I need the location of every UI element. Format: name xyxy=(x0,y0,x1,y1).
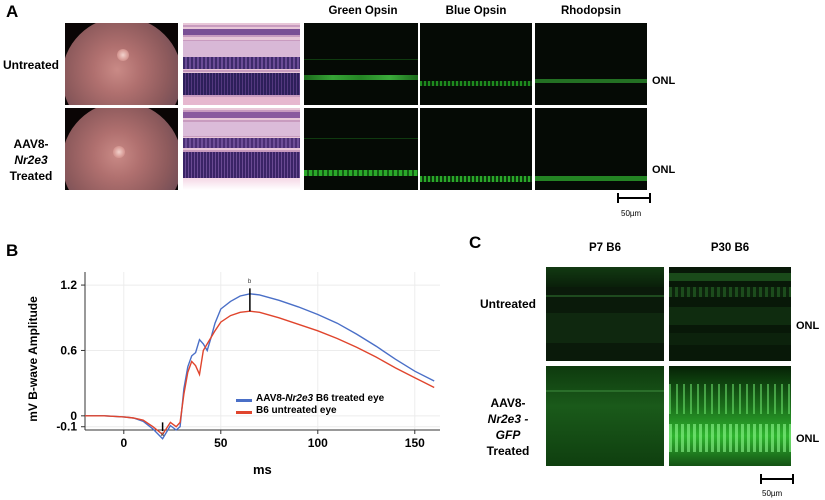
panel-a-scale-bar xyxy=(617,193,651,203)
panel-b-letter: B xyxy=(6,241,19,260)
panel-a-onl-label-untreated: ONL xyxy=(652,75,676,87)
series-line-treated xyxy=(85,293,435,440)
plot-area xyxy=(85,272,440,430)
p30-treated-image xyxy=(669,366,791,466)
panel-c-onl-label-treated: ONL xyxy=(796,433,820,445)
fundus-image-untreated xyxy=(65,23,178,105)
row-label-line: Nr2e3 - xyxy=(487,412,529,426)
row-label-line: Treated xyxy=(486,444,530,458)
p7-treated-image xyxy=(546,366,664,466)
panel-c-header-p7: P7 B6 xyxy=(589,242,621,254)
panel-a-letter: A xyxy=(6,2,19,21)
erg-chart: -0.100.61.20 50 100 150 ab xyxy=(56,272,440,450)
panel-a-header-rhodopsin: Rhodopsin xyxy=(560,5,622,17)
panel-a-onl-label-treated: ONL xyxy=(652,164,676,176)
row-label-line: Untreated xyxy=(479,297,536,311)
row-label-line: GFP xyxy=(495,428,521,442)
chart-y-axis-label: mV B-wave Amplitude xyxy=(26,296,40,422)
y-tick-label: -0.1 xyxy=(56,420,77,434)
a-wave-label: a xyxy=(161,432,165,438)
panel-a-header-green-opsin: Green Opsin xyxy=(328,5,398,17)
rhodopsin-untreated-image xyxy=(535,23,647,105)
y-tick-label: 1.2 xyxy=(60,278,77,292)
b-wave-label: b xyxy=(248,279,252,285)
green-opsin-untreated-image xyxy=(304,23,418,105)
x-tick-label: 0 xyxy=(120,436,127,450)
chart-axes xyxy=(84,272,440,431)
chart-grid xyxy=(85,272,440,430)
p7-untreated-image xyxy=(546,267,664,361)
row-label-line: AAV8- xyxy=(13,137,49,151)
panel-a-row-label-treated: AAV8- Nr2e3 Treated xyxy=(0,136,62,184)
panel-a-scale-label: 50µm xyxy=(621,209,642,218)
blue-opsin-untreated-image xyxy=(420,23,532,105)
x-tick-label: 50 xyxy=(214,436,228,450)
x-tick-label: 100 xyxy=(308,436,328,450)
chart-markers: ab xyxy=(161,279,252,438)
panel-c-scale-label: 50µm xyxy=(762,489,783,498)
legend-swatch-untreated xyxy=(236,411,252,414)
chart-series xyxy=(85,293,435,440)
x-tick-label: 150 xyxy=(405,436,425,450)
y-tick-label: 0 xyxy=(70,409,77,423)
panel-a-header-blue-opsin: Blue Opsin xyxy=(445,5,507,17)
chart-x-axis-label: ms xyxy=(253,462,272,477)
chart-ticks: -0.100.61.20 50 100 150 xyxy=(56,278,425,450)
panel-c-onl-label-untreated: ONL xyxy=(796,320,820,332)
panel-c-row-label-untreated: Untreated xyxy=(470,296,546,312)
green-opsin-treated-image xyxy=(304,108,418,190)
panel-a-row-label-untreated: Untreated xyxy=(0,57,62,73)
row-label-line: Untreated xyxy=(2,58,59,72)
row-label-line: Nr2e3 xyxy=(14,153,48,167)
histology-image-treated xyxy=(183,108,300,190)
panel-c-letter: C xyxy=(469,233,482,252)
fundus-image-treated xyxy=(65,108,178,190)
panel-c-row-label-treated: AAV8- Nr2e3 - GFP Treated xyxy=(470,395,546,459)
legend-prefix: AAV8- xyxy=(256,393,286,404)
legend-label-untreated: B6 untreated eye xyxy=(256,405,337,416)
rhodopsin-treated-image xyxy=(535,108,647,190)
legend-gene: Nr2e3 xyxy=(285,393,314,404)
legend-swatch-treated xyxy=(236,399,252,402)
row-label-line: Treated xyxy=(9,169,53,183)
legend-label-treated: AAV8-Nr2e3 B6 treated eye xyxy=(256,393,384,404)
y-tick-label: 0.6 xyxy=(60,343,77,357)
panel-c-scale-bar xyxy=(760,474,794,484)
row-label-line: AAV8- xyxy=(490,396,526,410)
legend-suffix: B6 treated eye xyxy=(313,393,385,404)
histology-image-untreated xyxy=(183,23,300,105)
blue-opsin-treated-image xyxy=(420,108,532,190)
panel-c-header-p30: P30 B6 xyxy=(710,242,750,254)
series-line-untreated xyxy=(85,310,435,436)
p30-untreated-image xyxy=(669,267,791,361)
